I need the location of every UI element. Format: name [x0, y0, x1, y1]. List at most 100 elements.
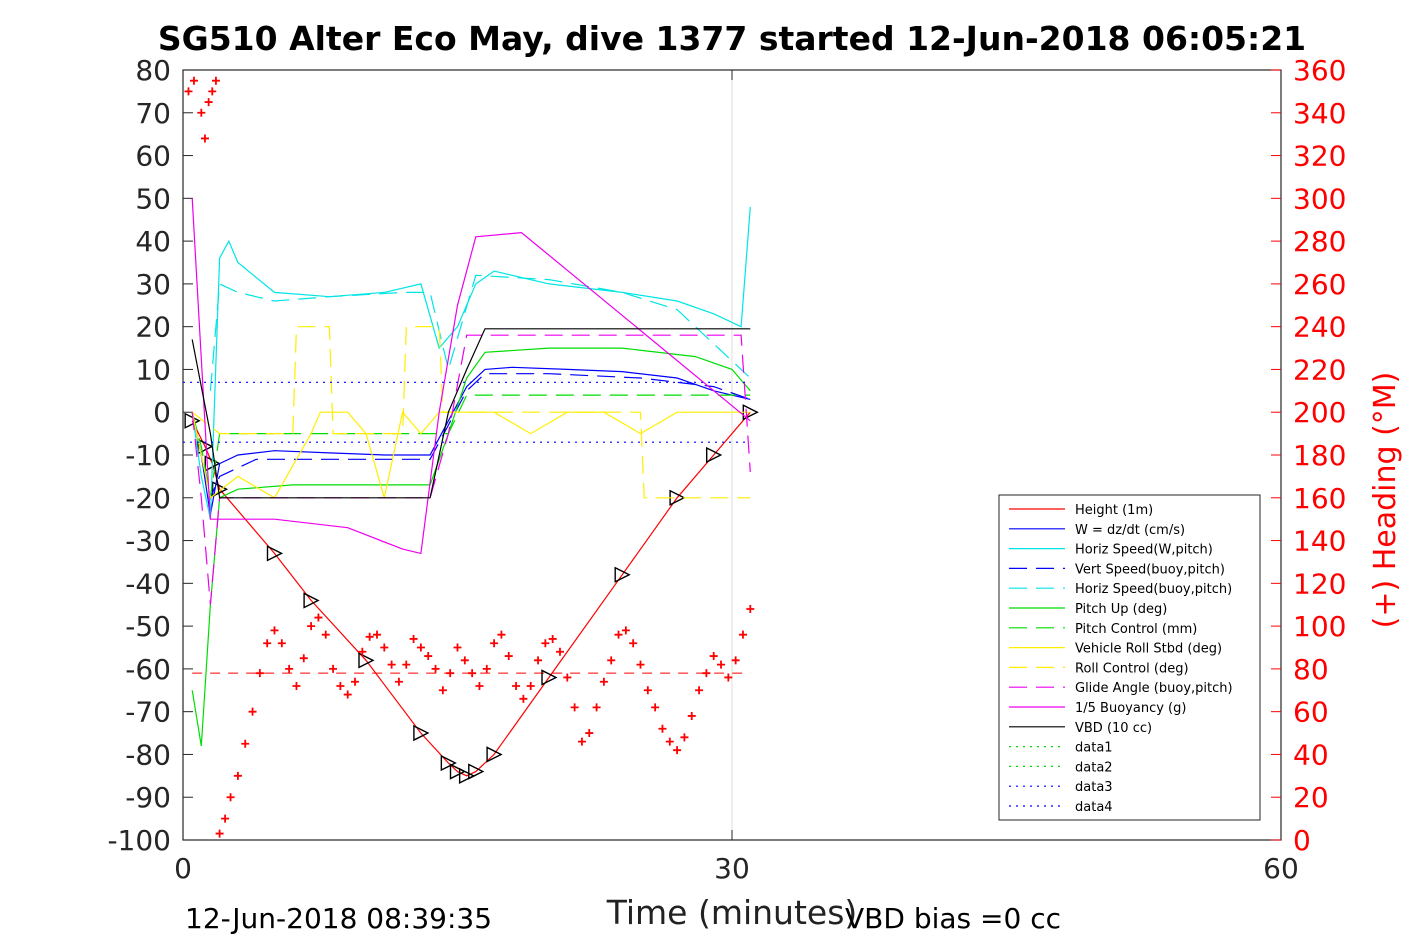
heading-point: [548, 634, 557, 643]
heading-point: [643, 686, 652, 695]
heading-point: [585, 729, 594, 738]
height-marker: [303, 592, 320, 609]
heading-point: [241, 739, 250, 748]
y-tick-label: -90: [125, 781, 171, 814]
heading-point: [270, 626, 279, 635]
height-marker: [358, 652, 375, 669]
y-tick-label: 50: [135, 182, 171, 215]
heading-point: [497, 630, 506, 639]
heading-point: [208, 87, 217, 96]
y-right-tick-label: 340: [1293, 97, 1346, 130]
heading-point: [409, 634, 418, 643]
y-tick-label: 60: [135, 140, 171, 173]
heading-point: [746, 605, 755, 613]
legend-entry: data2: [1075, 760, 1113, 775]
legend-entry: Horiz Speed(buoy,pitch): [1075, 582, 1232, 597]
series-line-1: [191, 366, 751, 516]
heading-point: [438, 686, 447, 695]
height-marker: [266, 545, 284, 562]
footer-timestamp: 12-Jun-2018 08:39:35: [185, 902, 492, 935]
heading-point: [263, 639, 272, 648]
height-marker: [449, 763, 467, 780]
footer-vbd-bias: VBD bias =0 cc: [845, 902, 1061, 935]
heading-point: [200, 134, 209, 143]
heading-point: [299, 654, 308, 663]
heading-point: [504, 652, 513, 661]
heading-point: [636, 660, 645, 669]
heading-point: [424, 652, 433, 661]
heading-point: [519, 694, 528, 703]
y-right-tick-label: 200: [1293, 396, 1346, 429]
chart-title: SG510 Alter Eco May, dive 1377 started 1…: [158, 19, 1306, 58]
heading-point: [680, 733, 689, 742]
legend-entry: VBD (10 cc): [1075, 721, 1152, 736]
heading-point: [482, 664, 491, 673]
legend-entry: Pitch Control (mm): [1075, 622, 1197, 637]
heading-point: [233, 771, 242, 780]
heading-point: [292, 682, 301, 690]
y-tick-label: -30: [125, 525, 171, 558]
heading-point: [468, 669, 477, 678]
series-line-9: [191, 334, 751, 605]
heading-point: [189, 76, 198, 85]
y-right-tick-label: 320: [1293, 140, 1346, 173]
heading-point: [665, 737, 674, 746]
y-tick-label: -10: [125, 439, 171, 472]
series-line-0: [191, 411, 751, 777]
heading-point: [197, 108, 206, 117]
heading-point: [255, 669, 264, 678]
y-tick-label: -50: [125, 610, 171, 643]
heading-point: [534, 656, 543, 665]
height-marker: [706, 446, 723, 464]
heading-point: [351, 677, 360, 686]
y-tick-label: 80: [135, 54, 171, 87]
heading-point: [221, 814, 230, 823]
heading-point: [475, 682, 484, 690]
heading-point: [329, 664, 338, 673]
y-right-tick-label: 100: [1293, 610, 1346, 643]
series-line-2: [191, 206, 751, 520]
y-axis-right-label: (+) Heading (°M): [1368, 372, 1403, 629]
y-right-tick-label: 160: [1293, 482, 1346, 515]
legend-entry: W = dz/dt (cm/s): [1075, 523, 1185, 538]
legend-entry: 1/5 Buoyancy (g): [1075, 701, 1186, 716]
x-axis-label: Time (minutes): [606, 893, 858, 932]
heading-point: [717, 660, 726, 669]
y-tick-label: 30: [135, 268, 171, 301]
heading-point: [724, 673, 733, 682]
legend-entry: Vert Speed(buoy,pitch): [1075, 562, 1225, 577]
heading-point: [416, 643, 425, 652]
legend-entry: Pitch Up (deg): [1075, 602, 1167, 617]
heading-point: [490, 639, 499, 648]
height-marker: [614, 566, 631, 583]
y-tick-label: 0: [153, 396, 171, 429]
x-tick-label: 60: [1263, 852, 1299, 885]
heading-point: [372, 630, 381, 639]
heading-point: [563, 673, 572, 682]
height-marker: [440, 754, 457, 772]
heading-point: [570, 703, 579, 712]
heading-point: [658, 724, 667, 733]
heading-point: [731, 656, 740, 665]
x-tick-label: 30: [714, 852, 750, 885]
heading-point: [307, 622, 316, 631]
heading-point: [380, 643, 389, 652]
y-right-tick-label: 220: [1293, 353, 1346, 386]
y-right-tick-label: 180: [1293, 439, 1346, 472]
y-right-tick-label: 260: [1293, 268, 1346, 301]
height-marker: [413, 724, 430, 742]
y-right-tick-label: 0: [1293, 824, 1311, 857]
y-right-tick-label: 240: [1293, 311, 1346, 344]
heading-point: [607, 656, 616, 665]
heading-point: [336, 682, 345, 690]
y-right-tick-label: 140: [1293, 525, 1346, 558]
heading-point: [431, 664, 440, 673]
heading-point: [215, 829, 224, 838]
heading-point: [204, 98, 213, 107]
heading-point: [555, 647, 564, 656]
heading-point: [577, 737, 586, 746]
heading-point: [614, 630, 623, 639]
heading-point: [621, 626, 630, 635]
y-tick-label: 20: [135, 311, 171, 344]
